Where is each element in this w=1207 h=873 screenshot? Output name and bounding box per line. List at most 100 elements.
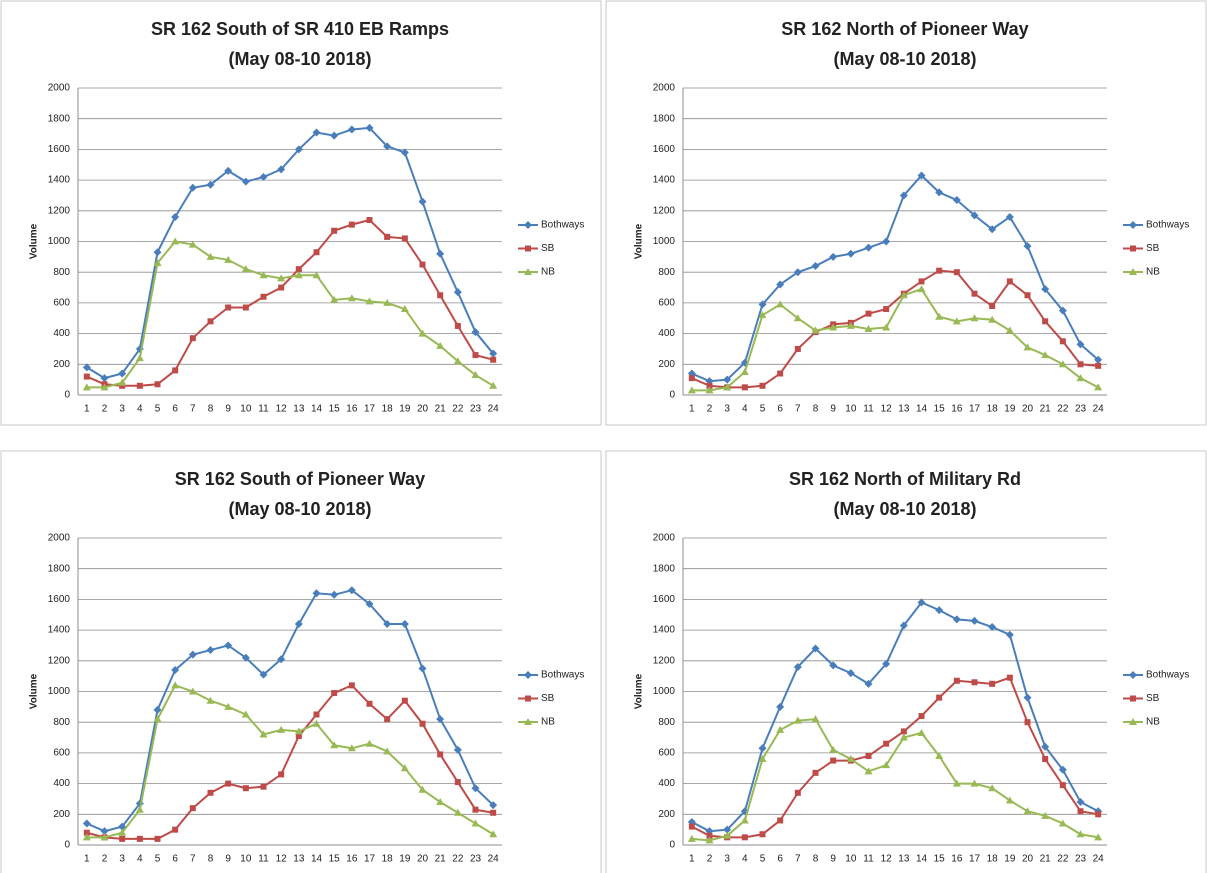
- data-point: [1023, 242, 1032, 251]
- x-tick-label: 9: [225, 404, 231, 415]
- data-point: [436, 249, 445, 258]
- y-tick-label: 1000: [48, 686, 71, 697]
- chart-title: SR 162 North of Military Rd: [789, 469, 1021, 489]
- legend-label: Bothways: [541, 670, 584, 681]
- y-tick-label: 1600: [48, 144, 71, 155]
- data-point: [347, 294, 356, 302]
- x-tick-label: 14: [916, 404, 928, 415]
- data-point: [846, 755, 855, 763]
- data-point: [472, 806, 479, 813]
- chart-subtitle: (May 08-10 2018): [833, 49, 976, 69]
- x-tick-label: 1: [689, 404, 695, 415]
- x-tick-label: 10: [240, 404, 252, 415]
- data-point: [136, 835, 143, 842]
- data-point: [259, 173, 268, 182]
- y-tick-label: 200: [658, 809, 675, 820]
- data-point: [953, 677, 960, 684]
- x-tick-label: 23: [470, 404, 482, 415]
- legend-marker: [524, 718, 532, 725]
- data-point: [1058, 819, 1067, 827]
- legend-marker: [1129, 221, 1137, 229]
- x-tick-label: 19: [399, 854, 411, 865]
- chart-title: SR 162 North of Pioneer Way: [781, 19, 1028, 39]
- x-tick-label: 10: [240, 854, 252, 865]
- data-point: [225, 780, 232, 787]
- legend-marker: [525, 245, 531, 252]
- data-point: [935, 751, 944, 759]
- x-tick-label: 12: [881, 404, 893, 415]
- y-tick-label: 800: [658, 717, 675, 728]
- x-tick-label: 21: [1040, 854, 1052, 865]
- data-point: [811, 262, 820, 271]
- data-point: [1023, 343, 1032, 351]
- data-point: [1042, 756, 1049, 763]
- panel-frame: [605, 450, 1207, 873]
- data-point: [705, 836, 714, 844]
- y-tick-label: 1600: [653, 594, 676, 605]
- x-tick-label: 6: [777, 854, 783, 865]
- data-point: [278, 771, 285, 778]
- data-point: [188, 240, 197, 248]
- series-line: [86, 126, 494, 380]
- data-point: [206, 696, 215, 704]
- legend-marker: [1129, 671, 1137, 679]
- data-point: [260, 293, 267, 300]
- data-point: [206, 252, 215, 260]
- data-point: [188, 687, 197, 695]
- x-tick-label: 3: [724, 404, 730, 415]
- y-tick-label: 1400: [653, 625, 676, 636]
- data-point: [454, 322, 461, 329]
- data-point: [1058, 765, 1067, 774]
- x-tick-label: 13: [898, 404, 910, 415]
- data-point: [776, 300, 785, 308]
- data-point: [489, 830, 498, 838]
- data-point: [1005, 212, 1014, 221]
- data-point: [206, 180, 215, 189]
- data-point: [471, 328, 480, 337]
- data-point: [989, 680, 996, 687]
- data-point: [793, 268, 802, 277]
- data-point: [758, 300, 767, 309]
- data-point: [777, 370, 784, 377]
- data-point: [437, 751, 444, 758]
- data-point: [952, 779, 961, 787]
- x-tick-label: 12: [276, 854, 288, 865]
- x-tick-label: 10: [845, 854, 857, 865]
- legend-label: Bothways: [541, 220, 584, 231]
- data-point: [900, 728, 907, 735]
- data-point: [706, 382, 713, 389]
- data-point: [294, 271, 303, 279]
- data-point: [1077, 808, 1084, 815]
- data-point: [259, 670, 268, 679]
- data-point: [882, 659, 891, 668]
- x-tick-label: 2: [102, 854, 108, 865]
- y-tick-label: 1200: [48, 205, 71, 216]
- legend-marker: [1129, 268, 1137, 275]
- chart-panel: SR 162 South of SR 410 EB Ramps (May 08-1…: [0, 0, 602, 426]
- x-tick-label: 18: [382, 404, 394, 415]
- data-point: [490, 356, 497, 363]
- y-tick-label: 0: [669, 840, 675, 851]
- x-tick-label: 4: [742, 404, 748, 415]
- legend-label: Bothways: [1146, 670, 1189, 681]
- data-point: [437, 292, 444, 299]
- data-point: [188, 650, 197, 659]
- series-line: [691, 601, 1099, 833]
- y-axis-title: Volume: [634, 673, 645, 709]
- x-tick-label: 2: [102, 404, 108, 415]
- data-point: [812, 769, 819, 776]
- data-point: [100, 833, 109, 841]
- x-tick-label: 14: [916, 854, 928, 865]
- data-point: [135, 805, 144, 813]
- data-point: [989, 302, 996, 309]
- y-tick-label: 1000: [48, 236, 71, 247]
- x-tick-label: 18: [987, 854, 999, 865]
- data-point: [899, 191, 908, 200]
- data-point: [741, 834, 748, 841]
- x-tick-label: 11: [258, 854, 269, 865]
- y-tick-label: 0: [64, 390, 70, 401]
- x-tick-label: 15: [329, 404, 341, 415]
- data-point: [118, 828, 127, 836]
- data-point: [82, 363, 91, 372]
